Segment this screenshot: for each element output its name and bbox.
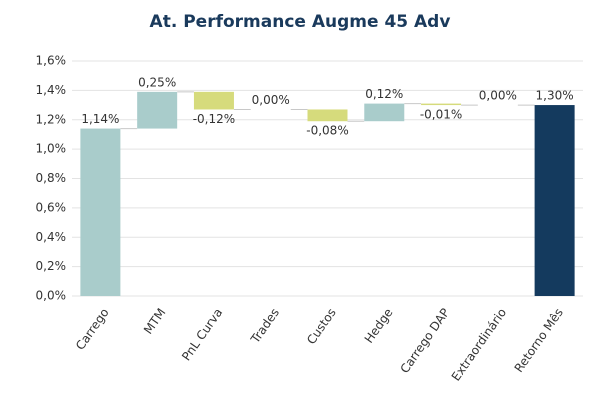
x-tick-label: MTM [141, 306, 169, 337]
y-tick-label: 0,8% [36, 171, 67, 185]
bar [364, 103, 405, 122]
chart-title: At. Performance Augme 45 Adv [150, 12, 451, 32]
data-label: 0,00% [252, 93, 290, 107]
y-tick-label: 1,6% [36, 54, 67, 68]
x-tick-label: Hedge [362, 306, 396, 346]
data-label: -0,01% [420, 108, 462, 122]
data-label: 1,30% [536, 89, 574, 103]
y-tick-label: 1,0% [36, 142, 67, 156]
y-tick-label: 1,4% [36, 83, 67, 97]
data-label: 0,25% [138, 75, 176, 89]
data-label: 1,14% [81, 112, 119, 126]
y-tick-label: 0,2% [36, 259, 67, 273]
data-label: -0,12% [193, 112, 235, 126]
x-tick-label: Carrego DAP [397, 306, 452, 376]
data-label: 0,12% [365, 87, 403, 101]
x-tick-label: Trades [248, 306, 282, 347]
bar [534, 105, 575, 296]
x-tick-label: Carrego [73, 306, 112, 353]
y-tick-label: 1,2% [36, 112, 67, 126]
x-tick-label: Custos [304, 306, 339, 347]
x-tick-label: Retorno Mês [512, 306, 566, 375]
x-tick-label: PnL Curva [179, 306, 225, 364]
bar [307, 109, 348, 122]
y-tick-label: 0,4% [36, 230, 67, 244]
x-tick-label: Extraordinário [449, 306, 509, 384]
bar [193, 91, 234, 110]
data-label: -0,08% [306, 124, 348, 138]
y-tick-label: 0,0% [36, 289, 67, 303]
bar [421, 103, 462, 106]
data-label: 0,00% [479, 89, 517, 103]
bar [137, 91, 178, 129]
bar [80, 128, 121, 296]
y-tick-label: 0,6% [36, 200, 67, 214]
